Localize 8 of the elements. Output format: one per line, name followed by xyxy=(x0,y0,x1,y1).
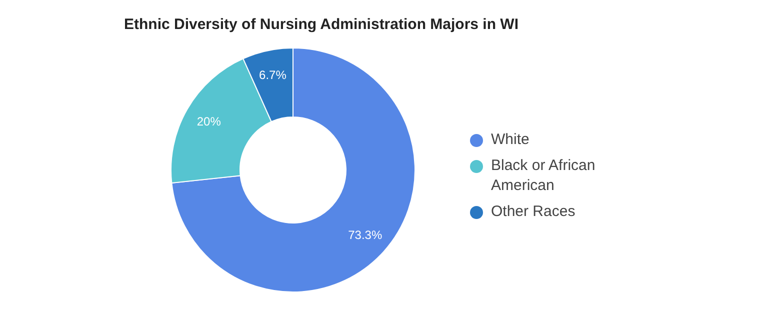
legend-label: White xyxy=(491,130,530,150)
donut-slice xyxy=(171,48,416,292)
chart-title: Ethnic Diversity of Nursing Administration Majors in WI xyxy=(124,16,518,33)
legend-label: Black or African American xyxy=(491,156,596,196)
data-label: 20% xyxy=(196,114,222,129)
legend-label: Other Races xyxy=(491,202,576,222)
data-label: 6.7% xyxy=(259,68,287,82)
data-label: 73.3% xyxy=(348,228,382,242)
